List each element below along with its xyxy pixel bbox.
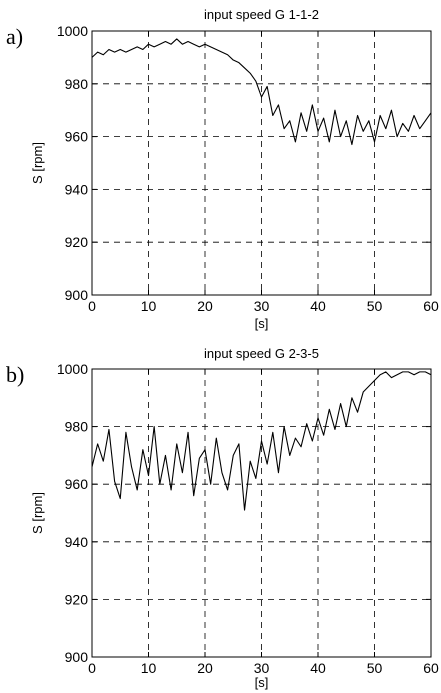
x-tick-label: 50 bbox=[367, 298, 383, 314]
x-tick-label: 0 bbox=[88, 660, 96, 676]
x-axis-label: [s] bbox=[255, 316, 269, 331]
x-tick-label: 0 bbox=[88, 298, 96, 314]
panel-letter: b) bbox=[6, 362, 24, 387]
x-tick-label: 20 bbox=[197, 660, 213, 676]
x-tick-label: 40 bbox=[310, 298, 326, 314]
y-tick-label: 920 bbox=[65, 234, 89, 250]
x-tick-label: 40 bbox=[310, 660, 326, 676]
x-tick-label: 30 bbox=[254, 298, 270, 314]
y-tick-label: 940 bbox=[65, 181, 89, 197]
chart-panel-b: b) input speed G 2-3-5 0 10 20 30 40 50 60 900 920… bbox=[6, 346, 439, 690]
x-tick-label: 50 bbox=[367, 660, 383, 676]
x-tick-label: 20 bbox=[197, 298, 213, 314]
chart-title: input speed G 1-1-2 bbox=[204, 7, 319, 22]
y-tick-label: 1000 bbox=[57, 361, 88, 377]
y-axis-label: S [rpm] bbox=[30, 142, 45, 184]
y-tick-label: 900 bbox=[65, 287, 89, 303]
y-tick-label: 980 bbox=[65, 419, 89, 435]
y-tick-label: 920 bbox=[65, 591, 89, 607]
series-line bbox=[91, 371, 432, 511]
y-axis-label: S [rpm] bbox=[30, 492, 45, 534]
panel-letter: a) bbox=[6, 24, 23, 49]
y-tick-label: 980 bbox=[65, 76, 89, 92]
x-tick-label: 10 bbox=[141, 660, 157, 676]
y-tick-label: 960 bbox=[65, 476, 89, 492]
y-tick-label: 940 bbox=[65, 534, 89, 550]
x-axis-label: [s] bbox=[255, 675, 269, 690]
chart-title: input speed G 2-3-5 bbox=[204, 346, 319, 361]
y-tick-label: 900 bbox=[65, 649, 89, 665]
series-line bbox=[91, 38, 432, 146]
y-tick-label: 960 bbox=[65, 129, 89, 145]
x-tick-label: 60 bbox=[423, 660, 439, 676]
x-tick-label: 30 bbox=[254, 660, 270, 676]
x-tick-label: 10 bbox=[141, 298, 157, 314]
y-tick-label: 1000 bbox=[57, 23, 88, 39]
x-tick-label: 60 bbox=[423, 298, 439, 314]
chart-panel-a: a) input speed G 1-1-2 0 10 20 30 40 50 60 900 920… bbox=[6, 7, 439, 331]
